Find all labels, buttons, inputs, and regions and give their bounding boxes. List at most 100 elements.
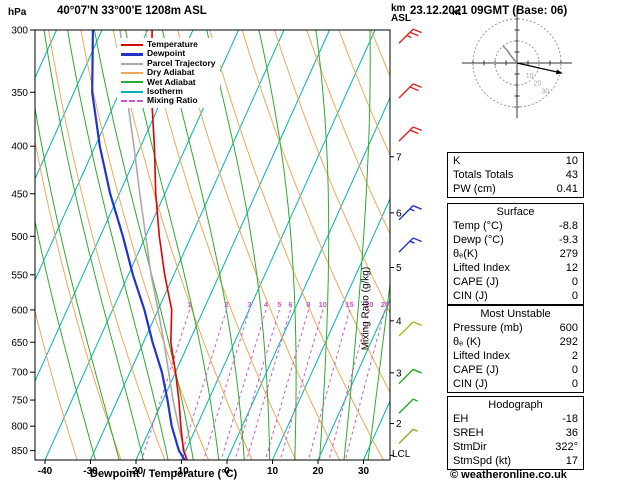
index-row: CAPE (J) 0 — [453, 275, 578, 289]
hodograph-ring-label: 20 — [534, 81, 542, 88]
svg-text:700: 700 — [11, 368, 28, 379]
svg-text:2: 2 — [396, 419, 402, 430]
index-value: 292 — [559, 336, 578, 348]
dewpoint-curve — [91, 30, 186, 460]
index-value: 36 — [565, 427, 578, 439]
legend-label: Dewpoint — [147, 48, 186, 59]
altitude-axis-unit: km ASL — [391, 4, 411, 24]
legend-item: Dewpoint — [121, 48, 216, 59]
mixing-ratio-lines — [141, 309, 386, 460]
svg-text:600: 600 — [11, 305, 28, 316]
legend-label: Dry Adiabat — [147, 67, 195, 78]
panel-title: Most Unstable — [480, 308, 551, 320]
legend-item: Dry Adiabat — [121, 67, 216, 78]
legend-label: Mixing Ratio — [147, 95, 198, 106]
svg-text:1: 1 — [188, 300, 192, 309]
index-value: 43 — [565, 169, 578, 181]
index-label: EH — [453, 413, 469, 425]
svg-text:300: 300 — [11, 26, 28, 37]
legend-label: Wet Adiabat — [147, 76, 196, 87]
credit: © weatheronline.co.uk — [450, 469, 567, 481]
index-label: SREH — [453, 427, 484, 439]
wind-barb — [398, 83, 422, 99]
index-row: Dewp (°C) -9.3 — [453, 233, 578, 247]
legend-line-swatch — [121, 43, 143, 46]
index-value: 0 — [571, 276, 578, 288]
index-value: 10 — [565, 155, 578, 167]
svg-text:15: 15 — [346, 300, 354, 309]
index-value: -9.3 — [559, 234, 578, 246]
index-value: 12 — [565, 262, 578, 274]
svg-text:8: 8 — [306, 300, 310, 309]
index-label: Temp (°C) — [453, 220, 503, 232]
panel-title: Surface — [496, 206, 535, 218]
index-value: 17 — [565, 455, 578, 467]
legend-line-swatch — [121, 81, 143, 84]
svg-text:20: 20 — [365, 300, 373, 309]
hodograph-trace — [502, 45, 518, 64]
svg-text:20: 20 — [312, 466, 324, 477]
legend-line-swatch — [121, 100, 143, 103]
pressure-axis-unit: hPa — [8, 7, 27, 18]
svg-text:750: 750 — [11, 396, 28, 407]
storm-motion-arrow — [516, 62, 558, 73]
wind-barbs — [398, 28, 422, 444]
svg-text:4: 4 — [396, 316, 402, 327]
index-row: StmDir 322° — [453, 440, 578, 454]
index-row: Pressure (mb) 600 — [453, 321, 578, 335]
legend-item: Mixing Ratio — [121, 96, 216, 105]
legend-label: Temperature — [147, 39, 198, 49]
mixing-ratio-axis-label: Mixing Ratio (g/kg) — [360, 266, 372, 351]
wind-barb — [398, 28, 422, 44]
x-axis-label: Dewpoint / Temperature (°C) — [90, 468, 238, 480]
mixing-ratio-labels: 1 2 3 4 5 6 8 10 15 20 25 — [188, 300, 390, 309]
dry-adiabat-lines — [35, 30, 390, 460]
index-value: -18 — [562, 413, 578, 425]
svg-text:800: 800 — [11, 422, 28, 433]
index-label: StmDir — [453, 441, 487, 453]
stability-indices-panel: K 10 Totals Totals 43 PW (cm) 0.41 — [447, 152, 584, 198]
index-value: 600 — [559, 322, 578, 334]
legend-label: Isotherm — [147, 86, 183, 97]
index-label: Lifted Index — [453, 350, 510, 362]
index-row: Temp (°C) -8.8 — [453, 219, 578, 233]
svg-text:30: 30 — [358, 466, 370, 477]
legend-line-swatch — [121, 62, 143, 65]
lcl-label: LCL — [392, 449, 411, 460]
index-row: Lifted Index 2 — [453, 349, 578, 363]
index-row: CIN (J) 0 — [453, 377, 578, 391]
panel-title: Hodograph — [488, 399, 543, 411]
index-row: θₑ (K) 292 — [453, 335, 578, 349]
svg-text:850: 850 — [11, 446, 28, 457]
index-label: Totals Totals — [453, 169, 514, 181]
hodograph-ring-label: 10 — [526, 73, 534, 80]
most-unstable-panel: Most Unstable Pressure (mb) 600 θₑ (K) 292 Li… — [447, 305, 584, 393]
svg-text:550: 550 — [11, 270, 28, 281]
wind-barb — [398, 126, 422, 142]
index-row: CIN (J) 0 — [453, 289, 578, 303]
svg-text:450: 450 — [11, 189, 28, 200]
index-value: 0 — [571, 378, 578, 390]
index-row: EH -18 — [453, 412, 578, 426]
index-label: CAPE (J) — [453, 364, 499, 376]
svg-text:5: 5 — [396, 263, 402, 274]
index-label: θₑ (K) — [453, 336, 481, 348]
parcel-trajectory-curve — [119, 30, 188, 460]
svg-text:-10: -10 — [174, 466, 189, 477]
index-value: 322° — [555, 441, 578, 453]
altitude-axis-unit-asl: ASL — [391, 13, 411, 24]
datetime-title: 23.12.2021 09GMT (Base: 06) — [410, 5, 568, 17]
legend-item: Parcel Trajectory — [121, 58, 216, 68]
legend-item: Wet Adiabat — [121, 76, 216, 87]
index-label: Pressure (mb) — [453, 322, 523, 334]
index-value: -8.8 — [559, 220, 578, 232]
index-row: Lifted Index 12 — [453, 261, 578, 275]
wind-barb — [398, 237, 422, 253]
chart-legend: Temperature Dewpoint Parcel Trajectory Dry … — [117, 38, 220, 108]
wind-barb — [398, 368, 422, 385]
svg-text:2: 2 — [224, 300, 228, 309]
hodograph-unit-label: kt — [452, 7, 461, 18]
